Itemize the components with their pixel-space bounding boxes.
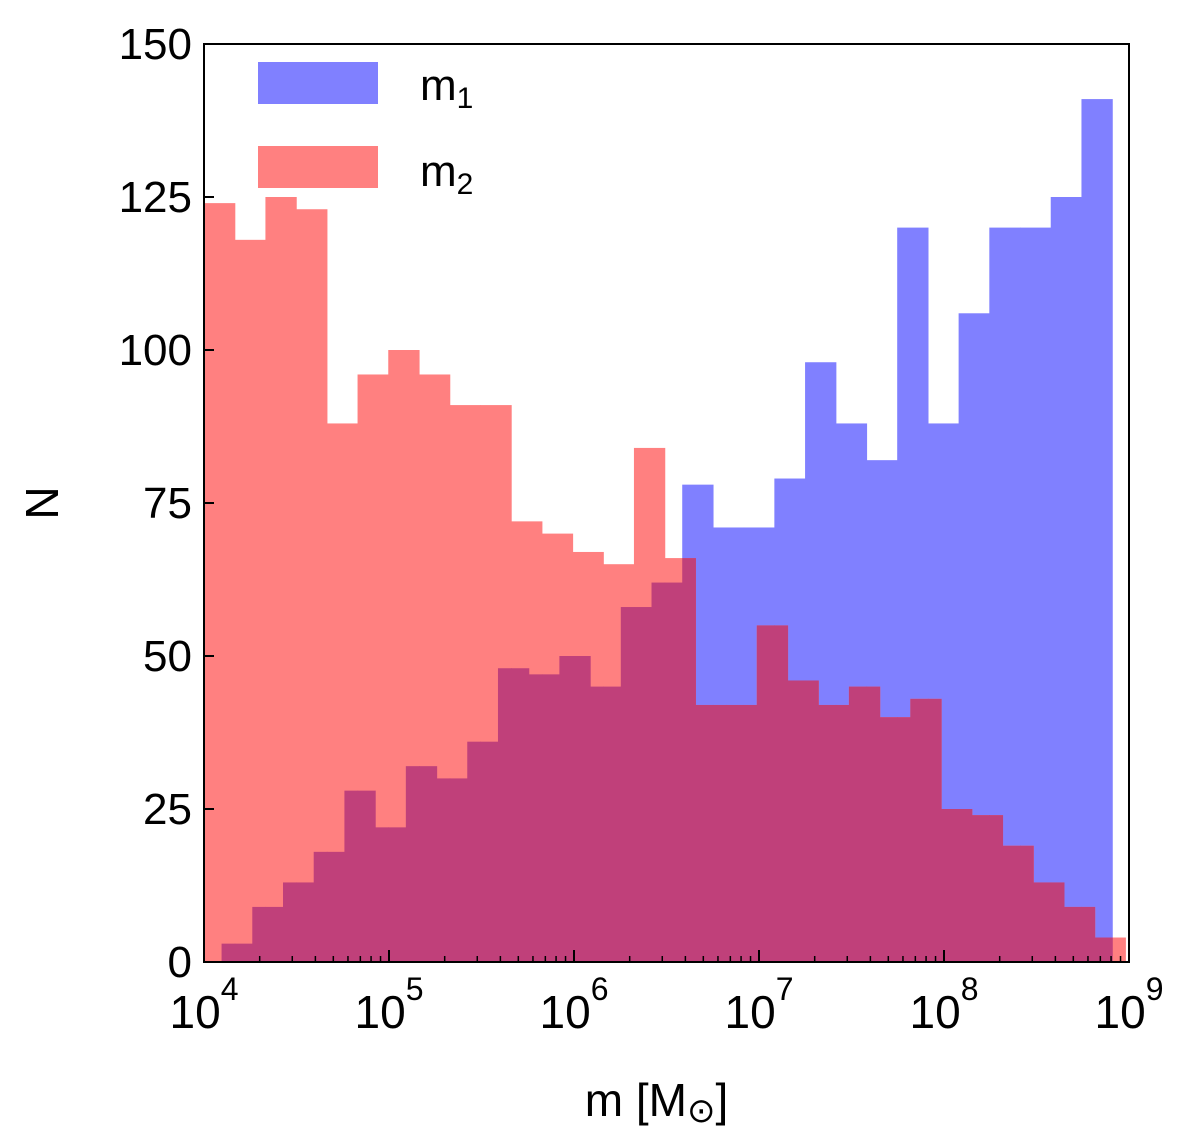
overlap-bar-27 bbox=[633, 607, 653, 962]
overlap-bar-28 bbox=[651, 582, 666, 962]
overlap-bar-31 bbox=[695, 704, 714, 962]
overlap-bar-8 bbox=[344, 790, 359, 962]
overlap-bar-21 bbox=[541, 674, 560, 962]
y-tick-label-6: 150 bbox=[119, 20, 192, 69]
x-tick-label-4: 108 bbox=[910, 971, 979, 1038]
overlap-bar-9 bbox=[357, 790, 376, 962]
overlap-bar-19 bbox=[511, 668, 530, 962]
overlap-bar-34 bbox=[743, 704, 758, 962]
m2-bar-3 bbox=[296, 209, 328, 963]
overlap-bar-55 bbox=[1063, 906, 1083, 962]
y-axis-title: N bbox=[16, 486, 68, 519]
overlap-bar-52 bbox=[1020, 845, 1034, 962]
overlap-bar-15 bbox=[449, 778, 468, 962]
overlap-bar-23 bbox=[572, 656, 591, 962]
x-axis: 104 105 106 107 108 109 bbox=[170, 950, 1164, 1038]
y-tick-label-2: 50 bbox=[143, 632, 192, 681]
overlap-bar-13 bbox=[418, 766, 438, 962]
overlap-bar-10 bbox=[375, 827, 389, 962]
x-axis-title-sun-symbol: ⊙ bbox=[687, 1092, 716, 1130]
overlap-bar-39 bbox=[818, 704, 837, 962]
overlap-bar-4 bbox=[282, 882, 297, 962]
x-tick-label-1: 105 bbox=[355, 971, 424, 1038]
overlap-bar-35 bbox=[756, 625, 775, 962]
legend-label-m1: m1 bbox=[420, 61, 473, 115]
overlap-bar-48 bbox=[958, 809, 973, 962]
overlap-bar-42 bbox=[866, 686, 881, 962]
overlap-bar-47 bbox=[941, 809, 960, 962]
overlap-bar-40 bbox=[835, 704, 850, 962]
x-tick-label-2: 106 bbox=[540, 971, 609, 1038]
overlap-bar-51 bbox=[1002, 845, 1021, 962]
x-tick-label-0: 104 bbox=[170, 971, 239, 1038]
overlap-bars bbox=[221, 558, 1113, 962]
overlap-bar-1 bbox=[234, 943, 253, 962]
x-axis-title-close: ] bbox=[715, 1074, 728, 1126]
y-tick-label-5: 125 bbox=[119, 173, 192, 222]
overlap-bar-49 bbox=[971, 815, 990, 962]
overlap-bar-44 bbox=[897, 717, 911, 962]
overlap-bar-17 bbox=[480, 741, 499, 962]
overlap-bar-7 bbox=[326, 851, 346, 962]
m2-bar-1 bbox=[234, 239, 267, 963]
overlap-bar-53 bbox=[1033, 882, 1052, 962]
overlap-bar-30 bbox=[682, 558, 696, 962]
legend-swatch-m1 bbox=[258, 62, 378, 104]
m1-bar-26 bbox=[1020, 227, 1052, 963]
overlap-bar-36 bbox=[774, 625, 789, 962]
overlap-bar-43 bbox=[879, 717, 898, 962]
legend-label-m2: m2 bbox=[420, 147, 473, 201]
y-tick-label-3: 75 bbox=[143, 479, 192, 528]
overlap-bar-11 bbox=[388, 827, 407, 962]
overlap-bar-37 bbox=[787, 680, 806, 962]
overlap-bar-20 bbox=[528, 674, 543, 962]
x-axis-title-main: m [M bbox=[585, 1074, 687, 1126]
overlap-bar-22 bbox=[559, 656, 574, 962]
y-tick-label-4: 100 bbox=[119, 326, 192, 375]
overlap-bar-16 bbox=[467, 741, 481, 962]
y-tick-label-1: 25 bbox=[143, 785, 192, 834]
overlap-bar-45 bbox=[910, 698, 929, 962]
overlap-bar-2 bbox=[252, 906, 267, 962]
m1-bar-28 bbox=[1081, 99, 1113, 962]
overlap-bar-50 bbox=[989, 815, 1004, 962]
overlap-bar-57 bbox=[1094, 937, 1113, 962]
overlap-bar-54 bbox=[1050, 882, 1065, 962]
overlap-bar-5 bbox=[296, 882, 315, 962]
overlap-bar-0 bbox=[221, 943, 236, 962]
overlap-bar-3 bbox=[265, 906, 284, 962]
overlap-bar-14 bbox=[436, 778, 451, 962]
x-tick-label-5: 109 bbox=[1095, 971, 1164, 1038]
y-axis: 0 25 50 75 100 125 150 bbox=[119, 20, 214, 987]
overlap-bar-33 bbox=[726, 704, 745, 962]
x-axis-title: m [M⊙] bbox=[585, 1074, 728, 1130]
overlap-bar-56 bbox=[1081, 906, 1096, 962]
overlap-bar-18 bbox=[497, 668, 512, 962]
overlap-bar-41 bbox=[848, 686, 868, 962]
overlap-bar-12 bbox=[405, 766, 420, 962]
m2-bar-0 bbox=[204, 203, 236, 962]
overlap-bar-46 bbox=[927, 698, 942, 962]
m1-bar-27 bbox=[1050, 197, 1083, 962]
overlap-bar-24 bbox=[590, 686, 604, 962]
m2-bar-2 bbox=[265, 197, 297, 962]
overlap-bar-26 bbox=[620, 607, 635, 962]
legend: m1 m2 bbox=[258, 61, 473, 201]
overlap-bar-38 bbox=[805, 680, 819, 962]
overlap-bar-32 bbox=[712, 704, 727, 962]
overlap-bar-25 bbox=[603, 686, 622, 962]
overlap-bar-29 bbox=[664, 582, 683, 962]
overlap-bar-6 bbox=[313, 851, 328, 962]
legend-swatch-m2 bbox=[258, 146, 378, 188]
x-tick-label-3: 107 bbox=[725, 971, 794, 1038]
y-tick-label-0: 0 bbox=[168, 938, 192, 987]
